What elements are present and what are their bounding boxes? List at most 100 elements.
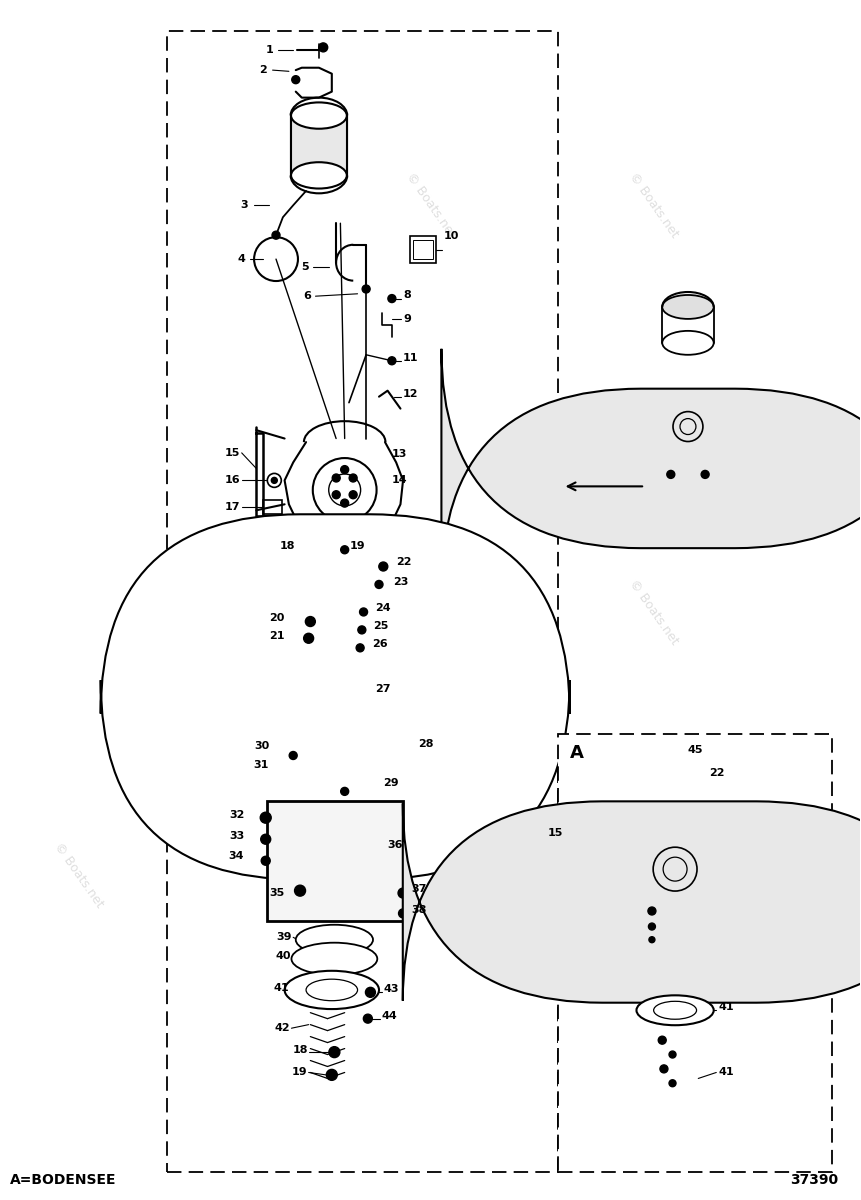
Text: 39: 39 — [276, 932, 292, 942]
Circle shape — [358, 626, 366, 634]
Circle shape — [350, 474, 357, 482]
Text: 45: 45 — [688, 744, 703, 755]
Text: 22: 22 — [396, 557, 412, 566]
Text: 11: 11 — [403, 353, 418, 364]
Circle shape — [272, 232, 280, 239]
Text: 22: 22 — [709, 768, 725, 779]
FancyBboxPatch shape — [403, 802, 861, 1003]
Circle shape — [329, 1046, 340, 1057]
Circle shape — [398, 888, 408, 898]
Circle shape — [360, 608, 368, 616]
Text: 8: 8 — [403, 290, 411, 300]
Circle shape — [399, 908, 407, 918]
FancyBboxPatch shape — [268, 800, 403, 920]
Ellipse shape — [285, 971, 379, 1009]
Circle shape — [363, 1014, 372, 1024]
Text: 30: 30 — [254, 740, 269, 751]
Circle shape — [648, 923, 655, 930]
Text: 1: 1 — [265, 44, 273, 55]
Circle shape — [375, 581, 383, 588]
Circle shape — [260, 812, 271, 823]
Circle shape — [681, 798, 687, 804]
Circle shape — [692, 773, 701, 781]
Text: 14: 14 — [392, 475, 407, 485]
Text: 25: 25 — [373, 622, 388, 631]
Text: 18: 18 — [280, 541, 295, 551]
Text: 27: 27 — [375, 684, 390, 694]
Circle shape — [332, 474, 340, 482]
Circle shape — [341, 787, 349, 796]
Circle shape — [306, 617, 315, 626]
Text: 15: 15 — [548, 828, 563, 839]
Text: 15: 15 — [225, 448, 240, 458]
Ellipse shape — [292, 943, 377, 974]
Bar — [263, 499, 282, 514]
Bar — [558, 734, 832, 1171]
Text: 19: 19 — [350, 541, 365, 551]
Text: 6: 6 — [303, 292, 311, 301]
Text: 31: 31 — [254, 760, 269, 770]
Ellipse shape — [296, 925, 373, 955]
Circle shape — [341, 499, 349, 508]
Text: 21: 21 — [269, 631, 285, 641]
Circle shape — [701, 470, 709, 479]
Circle shape — [388, 294, 396, 302]
Circle shape — [304, 634, 313, 643]
Text: 43: 43 — [383, 984, 399, 994]
Circle shape — [350, 491, 357, 499]
Circle shape — [649, 937, 655, 943]
Circle shape — [326, 1069, 338, 1080]
Bar — [295, 742, 400, 763]
Text: 12: 12 — [403, 389, 418, 400]
Text: © Boats.net: © Boats.net — [627, 577, 681, 647]
Text: 28: 28 — [418, 738, 433, 749]
Text: 34: 34 — [229, 851, 245, 860]
Ellipse shape — [653, 1001, 697, 1019]
FancyBboxPatch shape — [442, 349, 861, 588]
Text: 29: 29 — [383, 778, 399, 788]
Text: 5: 5 — [301, 263, 309, 272]
Text: 32: 32 — [229, 810, 245, 821]
Ellipse shape — [306, 979, 357, 1001]
Circle shape — [289, 751, 297, 760]
Text: © Boats.net: © Boats.net — [52, 840, 106, 910]
Circle shape — [669, 1051, 676, 1058]
Circle shape — [341, 546, 349, 553]
Circle shape — [341, 466, 349, 474]
Text: 4: 4 — [238, 254, 245, 264]
Circle shape — [365, 988, 375, 997]
Circle shape — [261, 857, 270, 865]
Circle shape — [666, 470, 675, 479]
Ellipse shape — [291, 162, 347, 188]
Circle shape — [666, 751, 675, 760]
Bar — [291, 115, 347, 175]
Text: 16: 16 — [225, 475, 240, 485]
Circle shape — [379, 562, 387, 571]
Circle shape — [332, 491, 340, 499]
Text: 37: 37 — [412, 884, 427, 894]
Circle shape — [660, 1064, 668, 1073]
Text: 17: 17 — [225, 502, 240, 511]
Text: A=BODENSEE: A=BODENSEE — [10, 1174, 116, 1187]
Text: 2: 2 — [259, 65, 267, 76]
Circle shape — [658, 1036, 666, 1044]
Circle shape — [648, 907, 656, 914]
Text: A: A — [570, 744, 585, 762]
Text: 3: 3 — [240, 200, 248, 210]
Circle shape — [271, 478, 277, 484]
Text: 35: 35 — [269, 888, 285, 898]
Text: 26: 26 — [372, 640, 387, 649]
Circle shape — [319, 43, 328, 52]
Text: 41: 41 — [718, 1002, 734, 1012]
Text: 41: 41 — [273, 983, 289, 992]
Bar — [285, 738, 412, 768]
Text: © Boats.net: © Boats.net — [627, 170, 681, 240]
Bar — [413, 240, 433, 259]
Circle shape — [292, 76, 300, 84]
Text: 33: 33 — [229, 830, 245, 841]
Text: 42: 42 — [275, 1024, 291, 1033]
Text: © Boats.net: © Boats.net — [403, 170, 458, 240]
Text: 9: 9 — [403, 314, 411, 324]
Text: 23: 23 — [393, 577, 409, 587]
Circle shape — [388, 356, 396, 365]
